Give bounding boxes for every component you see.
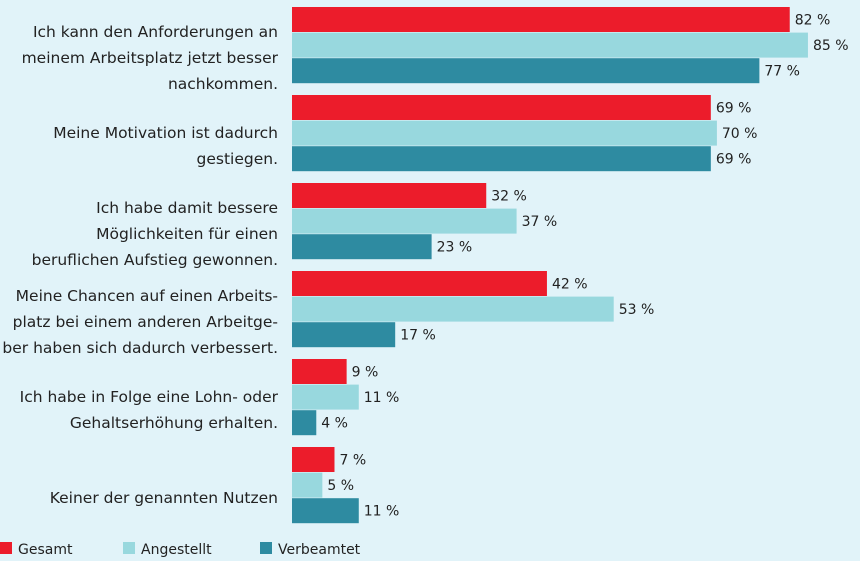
value-label: 70 % [722, 126, 758, 142]
value-label: 82 % [795, 13, 831, 29]
bar [292, 58, 760, 84]
value-label: 77 % [764, 64, 800, 80]
category-label: Keiner der genannten Nutzen [49, 488, 278, 507]
bar [292, 322, 396, 348]
value-label: 9 % [352, 365, 379, 381]
category-label: Meine Motivation ist dadurch gestiegen. [53, 123, 278, 168]
legend-swatch [123, 542, 135, 554]
value-label: 11 % [364, 390, 400, 406]
category-label: Meine Chancen auf einen Arbeits- platz b… [2, 286, 278, 357]
value-label: 85 % [813, 38, 849, 54]
bar [292, 472, 323, 498]
value-label: 11 % [364, 504, 400, 520]
category-label: Ich habe in Folge eine Lohn- oder Gehalt… [19, 387, 278, 432]
legend-swatch [0, 542, 12, 554]
value-label: 32 % [491, 189, 527, 205]
bar [292, 7, 790, 32]
bar [292, 208, 517, 234]
value-label: 37 % [522, 214, 558, 230]
value-label: 5 % [327, 478, 354, 494]
bar [292, 32, 808, 58]
category-label: Ich kann den Anforderungen an meinem Arb… [21, 22, 278, 93]
bar [292, 146, 711, 172]
bar [292, 384, 359, 410]
value-label: 42 % [552, 277, 588, 293]
value-label: 69 % [716, 101, 752, 117]
bar [292, 498, 359, 524]
bar [292, 359, 347, 384]
legend-label: Gesamt [18, 542, 73, 558]
bar [292, 410, 317, 436]
category-label: Ich habe damit bessere Möglichkeiten für… [31, 198, 278, 269]
value-label: 53 % [619, 302, 655, 318]
bar [292, 296, 614, 322]
value-label: 4 % [321, 416, 348, 432]
value-label: 7 % [339, 453, 366, 469]
bar [292, 234, 432, 260]
bar [292, 120, 717, 146]
bar [292, 183, 487, 208]
value-label: 23 % [437, 240, 473, 256]
legend-swatch [260, 542, 272, 554]
legend-label: Verbeamtet [278, 542, 361, 558]
bar [292, 271, 547, 296]
bar [292, 95, 711, 120]
value-label: 69 % [716, 152, 752, 168]
legend-label: Angestellt [141, 542, 212, 558]
bar [292, 447, 335, 472]
value-label: 17 % [400, 328, 436, 344]
